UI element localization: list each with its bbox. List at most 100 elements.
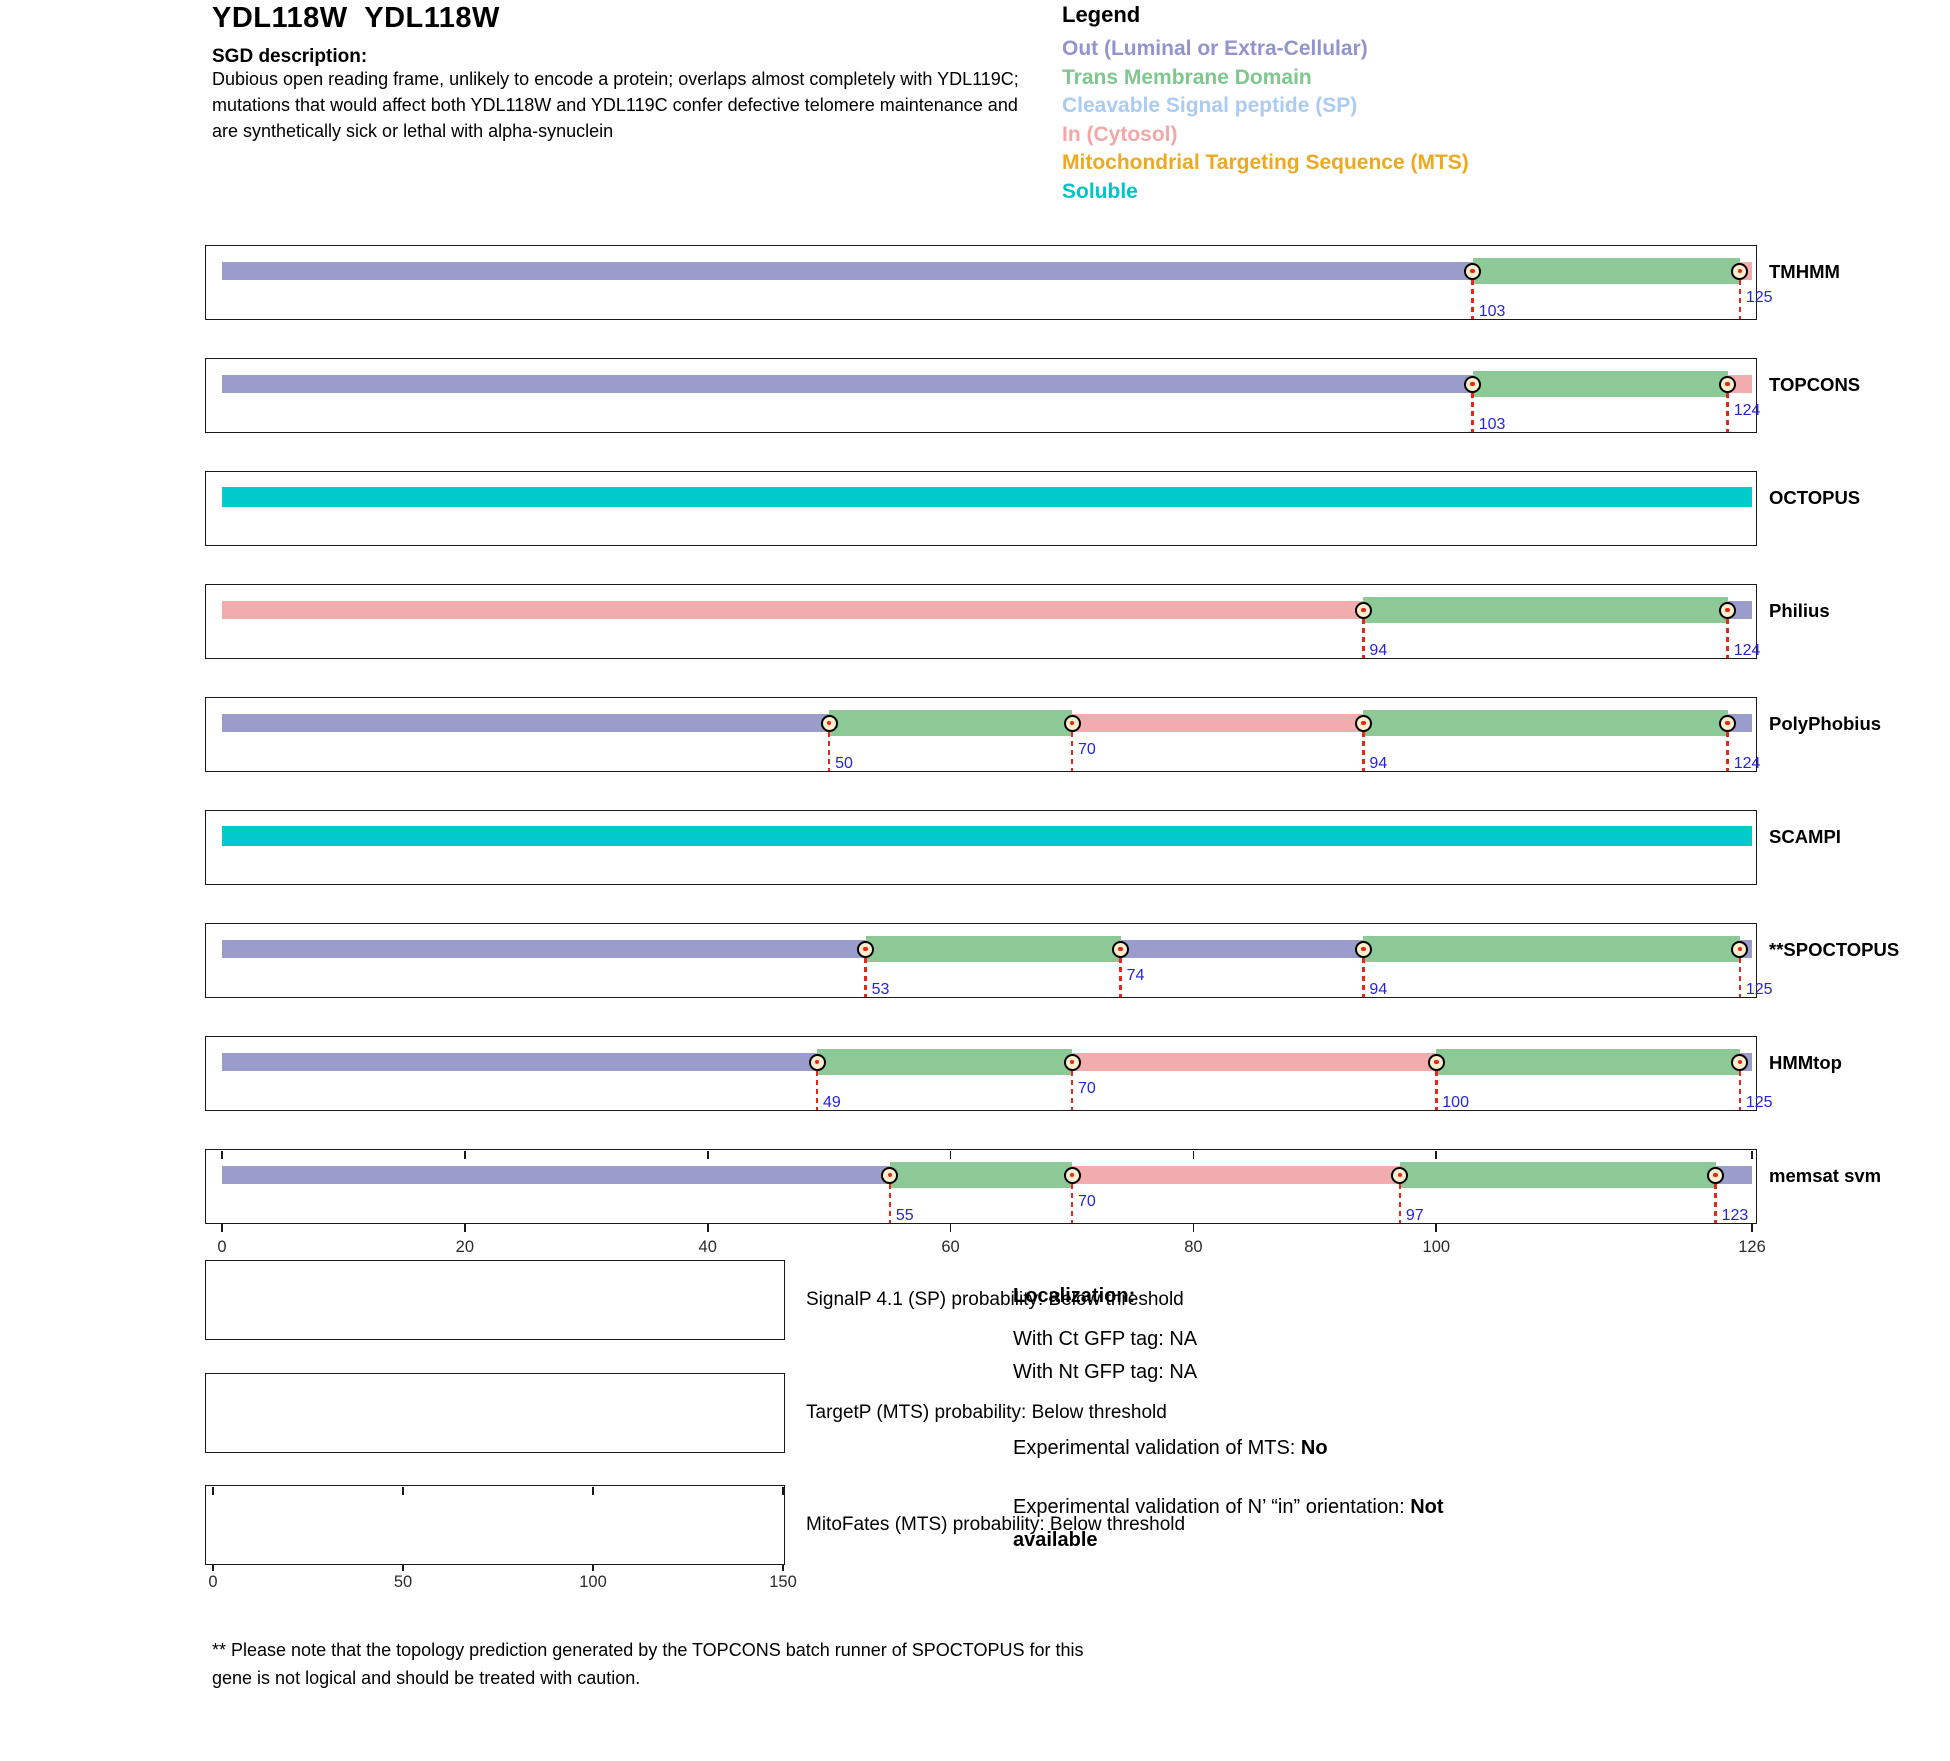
boundary-line	[888, 1175, 892, 1223]
boundary-label: 125	[1745, 1094, 1773, 1111]
boundary-label: 70	[1078, 1080, 1096, 1097]
boundary-marker-dot	[826, 720, 832, 726]
probability-label: MitoFates (MTS) probability: Below thres…	[806, 1514, 1186, 1535]
boundary-label: 55	[895, 1207, 914, 1224]
track-segment-out	[222, 940, 866, 958]
boundary-label: 103	[1478, 303, 1506, 320]
track-segment-out	[222, 1166, 890, 1184]
boundary-label: 70	[1078, 1193, 1096, 1210]
track-segment-tm	[889, 1162, 1072, 1188]
boundary-marker-icon	[1354, 601, 1372, 619]
track-label: **SPOCTOPUS	[1769, 939, 1900, 960]
boundary-line	[1726, 723, 1729, 771]
legend: Legend Out (Luminal or Extra-Cellular) Tr…	[1062, 2, 1469, 206]
boundary-marker-dot	[1725, 381, 1730, 387]
boundary-marker-dot	[1737, 1059, 1743, 1065]
footnote: ** Please note that the topology predict…	[212, 1640, 1084, 1688]
axis-tick-label: 60	[941, 1238, 960, 1256]
localization-panel: Localization:	[1013, 1285, 1135, 1308]
boundary-marker-icon	[1063, 714, 1081, 732]
track-box	[205, 471, 1757, 546]
track-label: TOPCONS	[1769, 374, 1861, 395]
boundary-marker-dot	[1361, 607, 1366, 613]
boundary-marker-icon	[1063, 1053, 1081, 1071]
boundary-line	[1738, 1062, 1742, 1110]
axis-tick-label: 0	[217, 1238, 227, 1256]
boundary-marker-icon	[1731, 1053, 1749, 1071]
axis-tick-label: 40	[698, 1238, 717, 1256]
track-segment-tm	[1363, 936, 1740, 962]
probability-label: SignalP 4.1 (SP) probability: Below thre…	[806, 1289, 1184, 1310]
boundary-label: 74	[1126, 967, 1145, 984]
boundary-label: 125	[1745, 981, 1773, 998]
probability-box	[205, 1485, 785, 1565]
legend-title: Legend	[1062, 2, 1141, 27]
boundary-line	[1471, 271, 1474, 319]
boundary-line	[1714, 1175, 1717, 1223]
boundary-marker-dot	[863, 946, 868, 952]
boundary-line	[1119, 949, 1122, 997]
boundary-marker-icon	[1112, 940, 1130, 958]
track-segment-in	[222, 601, 1364, 619]
track-segment-in	[1072, 1166, 1400, 1184]
prob-axis-label: 0	[208, 1573, 218, 1591]
track-segment-tm	[1363, 597, 1728, 623]
boundary-line	[1471, 384, 1474, 432]
boundary-marker-dot	[1118, 946, 1123, 952]
boundary-marker-dot	[1434, 1059, 1439, 1065]
plot-tick	[464, 1150, 466, 1159]
prob-axis-tick	[592, 1565, 594, 1571]
track-segment-in	[1072, 714, 1364, 732]
track-segment-tm	[1363, 710, 1728, 736]
nt-gfp-line: With Nt GFP tag: NA	[1013, 1361, 1198, 1383]
boundary-marker-icon	[808, 1053, 826, 1071]
boundary-marker-icon	[1391, 1166, 1409, 1184]
track-label: SCAMPI	[1769, 826, 1841, 847]
prob-axis-label: 100	[579, 1573, 607, 1591]
boundary-marker-dot	[1361, 720, 1366, 726]
axis-tick-label: 80	[1184, 1238, 1203, 1256]
plot-tick	[1435, 1224, 1438, 1232]
track-segment-tm	[1436, 1049, 1740, 1075]
plot-tick	[221, 1224, 223, 1232]
boundary-line	[1738, 271, 1742, 319]
plot-tick	[1751, 1150, 1753, 1159]
boundary-label: 94	[1369, 642, 1388, 659]
orientation-validation-line: Experimental validation of N’ “in” orien…	[1013, 1491, 1493, 1557]
boundary-label: 49	[823, 1094, 841, 1111]
boundary-label: 70	[1078, 741, 1096, 758]
boundary-marker-dot	[887, 1172, 893, 1178]
boundary-marker-dot	[1069, 1059, 1075, 1065]
mts-validation-line: Experimental validation of MTS: No	[1013, 1437, 1328, 1460]
boundary-label: 53	[871, 981, 890, 998]
boundary-marker-icon	[1063, 1166, 1081, 1184]
localization-title: Localization:	[1013, 1285, 1136, 1307]
plot-tick	[1435, 1150, 1438, 1159]
boundary-line	[1362, 723, 1365, 771]
ct-gfp-line: With Ct GFP tag: NA	[1013, 1328, 1198, 1350]
boundary-label: 124	[1733, 402, 1761, 419]
prob-axis-tick	[402, 1565, 404, 1571]
boundary-line	[815, 1062, 819, 1110]
boundary-marker-dot	[1713, 1172, 1718, 1178]
boundary-line	[1070, 723, 1074, 771]
sgd-description-label: SGD description:	[212, 46, 368, 67]
boundary-label: 94	[1369, 755, 1388, 772]
boundary-label: 125	[1745, 289, 1773, 306]
prob-axis-tick	[402, 1486, 404, 1495]
track-segment-out	[222, 1053, 817, 1071]
axis-tick-label: 20	[455, 1238, 475, 1256]
legend-item-out: Out (Luminal or Extra-Cellular)	[1062, 37, 1368, 60]
boundary-label: 123	[1721, 1207, 1749, 1224]
boundary-line	[864, 949, 867, 997]
track-segment-soluble	[222, 826, 1752, 846]
legend-item-soluble: Soluble	[1062, 179, 1138, 203]
probability-label: TargetP (MTS) probability: Below thresho…	[806, 1402, 1167, 1423]
boundary-line	[1738, 949, 1742, 997]
probability-box	[205, 1260, 785, 1340]
boundary-label: 94	[1369, 981, 1388, 998]
track-label: HMMtop	[1769, 1052, 1842, 1073]
plot-tick	[1192, 1150, 1195, 1159]
boundary-marker-dot	[1737, 268, 1743, 274]
boundary-marker-icon	[1464, 262, 1482, 280]
